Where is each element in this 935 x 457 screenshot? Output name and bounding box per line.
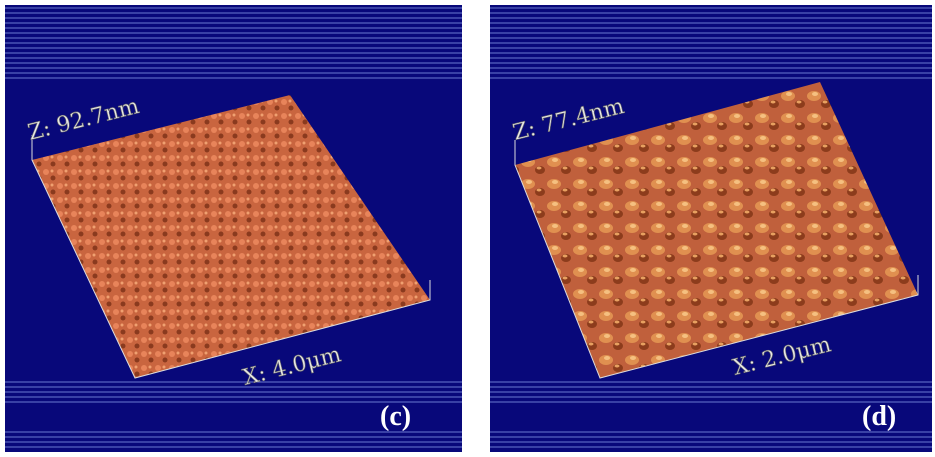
- panel-d: Z: 77.4nm X: 2.0μm (d): [490, 5, 932, 452]
- panel-c: Z: 92.7nm X: 4.0μm (c): [5, 5, 462, 452]
- panel-label: (d): [862, 401, 896, 432]
- panel-label: (c): [380, 401, 411, 432]
- figure: Z: 92.7nm X: 4.0μm (c) Z: 77.4nm X: 2.0μ…: [0, 0, 935, 457]
